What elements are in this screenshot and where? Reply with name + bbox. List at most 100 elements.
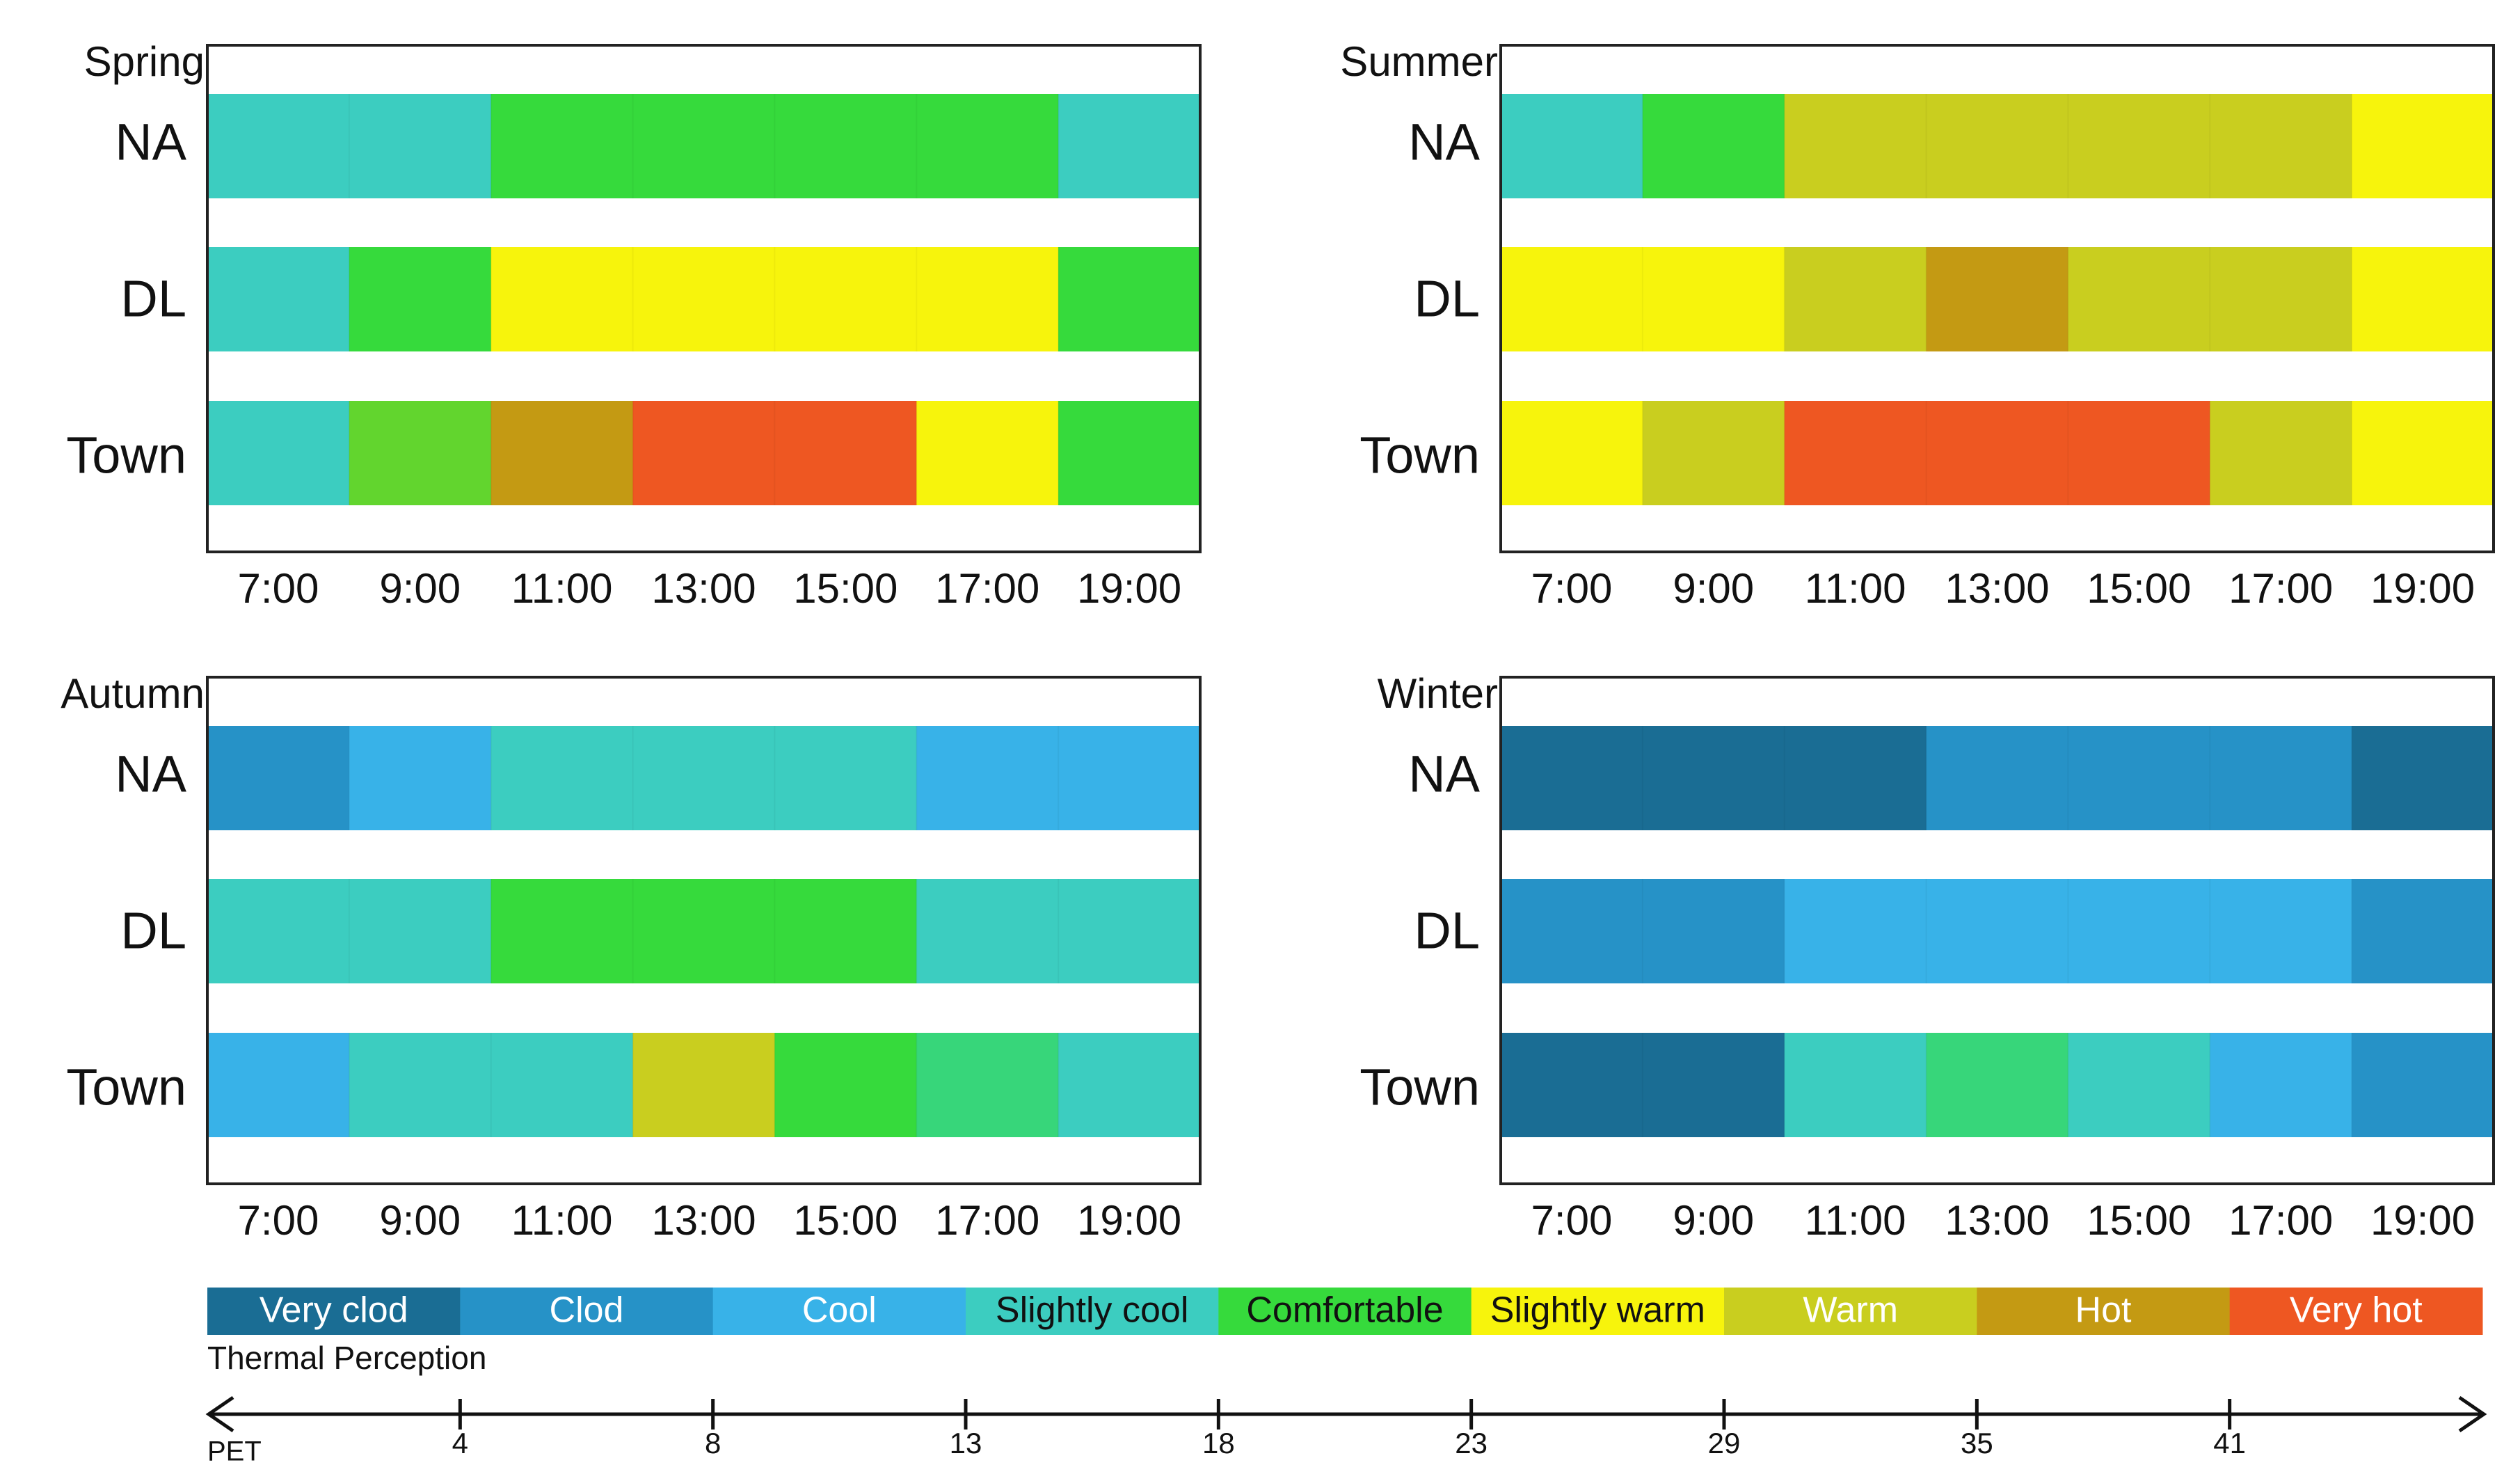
legend-label-cold: Clod xyxy=(550,1290,624,1331)
legend-label-very_hot: Very hot xyxy=(2290,1290,2423,1331)
segment-summer-na-3 xyxy=(2352,94,2494,198)
segment-summer-town-2 xyxy=(1784,401,2210,505)
segment-spring-dl-1 xyxy=(349,247,492,351)
panel-frame xyxy=(1499,676,2495,1185)
panel-title-summer: Summer xyxy=(1340,38,1498,85)
legend-label-cool: Cool xyxy=(802,1290,877,1331)
segment-winter-town-1 xyxy=(1784,1033,1927,1137)
panel-frame xyxy=(206,676,1202,1185)
pet-tick-label: 8 xyxy=(705,1427,721,1459)
segment-autumn-dl-0 xyxy=(207,879,492,983)
pet-tick-label: 18 xyxy=(1202,1427,1235,1459)
time-tick-label: 11:00 xyxy=(511,1197,613,1244)
time-tick-label: 7:00 xyxy=(238,1197,319,1244)
segment-autumn-na-3 xyxy=(916,726,1201,830)
segment-autumn-town-5 xyxy=(1058,1033,1201,1137)
segment-autumn-town-0 xyxy=(207,1033,350,1137)
row-label-town: Town xyxy=(66,427,186,484)
segment-spring-dl-0 xyxy=(207,247,350,351)
segment-autumn-town-3 xyxy=(774,1033,917,1137)
segment-winter-town-3 xyxy=(2068,1033,2210,1137)
time-tick-label: 13:00 xyxy=(1945,565,2049,612)
time-tick-label: 19:00 xyxy=(2370,565,2475,612)
time-tick-label: 9:00 xyxy=(1673,1197,1754,1244)
row-label-dl: DL xyxy=(120,270,186,328)
segment-winter-na-0 xyxy=(1501,726,1927,830)
time-tick-label: 13:00 xyxy=(651,565,756,612)
time-tick-label: 11:00 xyxy=(1805,1197,1906,1244)
panel-title-winter: Winter xyxy=(1378,670,1498,717)
segment-summer-town-3 xyxy=(2210,401,2352,505)
segment-spring-na-0 xyxy=(207,94,492,198)
segment-winter-town-4 xyxy=(2210,1033,2352,1137)
legend-label-very_cold: Very clod xyxy=(260,1290,408,1331)
segment-summer-dl-4 xyxy=(2352,247,2494,351)
time-tick-label: 17:00 xyxy=(2228,565,2333,612)
segment-winter-na-2 xyxy=(2352,726,2494,830)
time-tick-label: 15:00 xyxy=(2087,1197,2191,1244)
legend-swatch-comfortable xyxy=(1218,1288,1472,1335)
time-tick-label: 11:00 xyxy=(1805,565,1906,612)
pet-axis: 4 8 13 18 23 29 35 41 PET xyxy=(205,1395,2487,1467)
segment-summer-dl-0 xyxy=(1501,247,1785,351)
segment-spring-town-1 xyxy=(349,401,492,505)
pet-axis-left-arrow xyxy=(205,1395,234,1433)
segment-autumn-na-2 xyxy=(491,726,917,830)
pet-tick-label: 4 xyxy=(452,1427,468,1459)
row-label-dl: DL xyxy=(1414,902,1480,960)
segment-autumn-na-0 xyxy=(207,726,350,830)
time-tick-label: 13:00 xyxy=(651,1197,756,1244)
segment-autumn-na-1 xyxy=(349,726,492,830)
segment-summer-na-1 xyxy=(1642,94,1785,198)
time-tick-label: 7:00 xyxy=(1531,1197,1613,1244)
row-label-town: Town xyxy=(66,1059,186,1116)
segment-spring-town-0 xyxy=(207,401,350,505)
row-label-na: NA xyxy=(1408,745,1480,803)
time-tick-label: 17:00 xyxy=(2228,1197,2333,1244)
row-label-na: NA xyxy=(1408,113,1480,171)
legend: Very clod Clod Cool Slightly cool Comfortabl… xyxy=(207,1288,2483,1376)
time-tick-label: 9:00 xyxy=(1673,565,1754,612)
segment-autumn-town-4 xyxy=(916,1033,1059,1137)
segment-spring-dl-3 xyxy=(1058,247,1201,351)
segment-summer-na-0 xyxy=(1501,94,1643,198)
segment-winter-town-0 xyxy=(1501,1033,1785,1137)
segment-autumn-town-1 xyxy=(349,1033,634,1137)
pet-tick-label: 29 xyxy=(1708,1427,1741,1459)
legend-label-hot: Hot xyxy=(2075,1290,2132,1331)
segment-summer-dl-2 xyxy=(1926,247,2068,351)
panel-frame xyxy=(206,44,1202,553)
time-tick-label: 19:00 xyxy=(2370,1197,2475,1244)
panel-winter: NA DL Town Winter 7:00 9:00 11:00 13:00 15:00 17:… xyxy=(1359,670,2495,1244)
legend-swatch-slightly_cool xyxy=(966,1288,1219,1335)
time-tick-label: 13:00 xyxy=(1945,1197,2049,1244)
pet-tick-label: 41 xyxy=(2213,1427,2246,1459)
panel-summer: NA DL Town Summer 7:00 9:00 11:00 13:00 15:00 17:… xyxy=(1340,38,2495,612)
row-label-na: NA xyxy=(115,745,186,803)
time-tick-label: 9:00 xyxy=(379,565,461,612)
segment-autumn-town-2 xyxy=(632,1033,775,1137)
time-tick-label: 19:00 xyxy=(1077,1197,1181,1244)
legend-swatch-slightly_warm xyxy=(1471,1288,1725,1335)
segment-spring-town-3 xyxy=(632,401,917,505)
panel-spring: NA DL Town Spring 7:00 9:00 11:00 13:00 15:00 17:… xyxy=(66,38,1202,612)
segment-spring-town-2 xyxy=(491,401,634,505)
time-tick-label: 7:00 xyxy=(1531,565,1613,612)
segment-spring-na-1 xyxy=(491,94,1059,198)
pet-tick-label: 13 xyxy=(950,1427,982,1459)
pet-tick-label: 23 xyxy=(1455,1427,1488,1459)
legend-swatch-cool xyxy=(712,1288,966,1335)
time-tick-label: 7:00 xyxy=(238,565,319,612)
time-tick-label: 19:00 xyxy=(1077,565,1181,612)
time-tick-label: 17:00 xyxy=(935,1197,1039,1244)
legend-label-comfortable: Comfortable xyxy=(1246,1290,1443,1331)
panel-autumn: NA DL Town Autumn 7:00 9:00 11:00 13:00 15:00 17:… xyxy=(61,670,1202,1244)
legend-swatch-warm xyxy=(1724,1288,1977,1335)
segment-spring-na-2 xyxy=(1058,94,1201,198)
row-label-na: NA xyxy=(115,113,186,171)
segment-spring-dl-2 xyxy=(491,247,1059,351)
pet-tick-label: 35 xyxy=(1961,1427,1993,1459)
segment-summer-town-1 xyxy=(1642,401,1785,505)
